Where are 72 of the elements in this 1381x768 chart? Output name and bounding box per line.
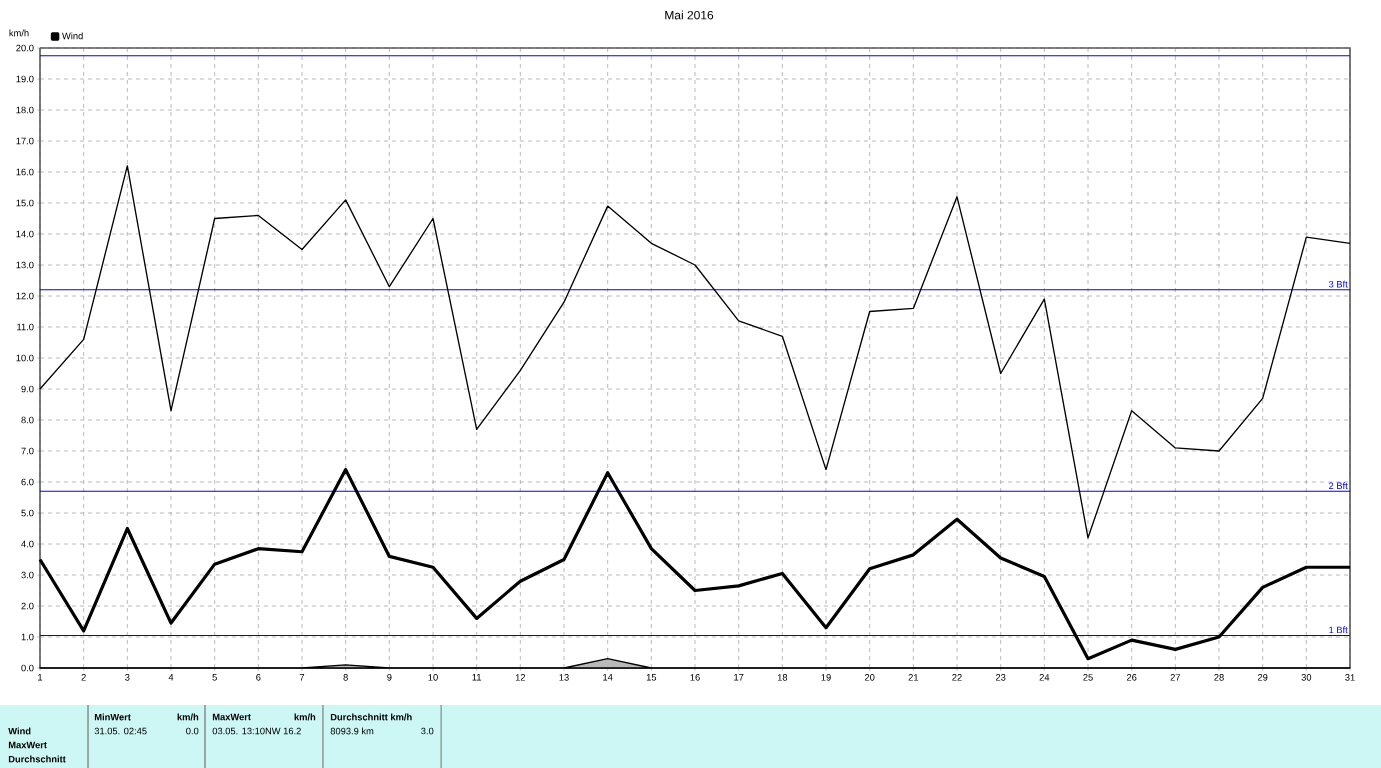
x-tick-label: 1	[38, 674, 43, 681]
x-tick-label: 14	[603, 674, 613, 681]
x-tick-label: 4	[168, 674, 174, 681]
y-tick-label: 13.0	[16, 261, 34, 269]
x-tick-label: 21	[908, 674, 919, 681]
text: 31.05. 02:45	[94, 727, 147, 735]
x-tick-label: 25	[1083, 674, 1093, 681]
text: MinWert	[94, 713, 131, 721]
text: Durchschnitt	[8, 755, 66, 763]
x-tick-label: 19	[821, 674, 831, 681]
x-tick-label: 27	[1170, 674, 1181, 681]
x-tick-label: 2	[81, 674, 86, 681]
ref-line-label: 1 Bft	[1329, 626, 1348, 634]
text: MaxWert	[212, 713, 251, 721]
x-tick-label: 28	[1214, 674, 1224, 681]
x-tick-label: 5	[212, 674, 217, 681]
y-tick-label: 10.0	[16, 354, 34, 362]
x-tick-label: 11	[472, 674, 482, 681]
x-tick-label: 6	[256, 674, 261, 681]
y-tick-label: 16.0	[16, 168, 34, 176]
y-tick-label: 0.0	[21, 664, 34, 672]
x-tick-label: 20	[864, 674, 875, 681]
y-axis-title: km/h	[9, 29, 29, 37]
x-tick-label: 10	[428, 674, 438, 681]
line-series	[38, 468, 1352, 661]
y-tick-label: 11.0	[17, 323, 34, 331]
x-tick-label: 13	[559, 674, 569, 681]
y-tick-label: 12.0	[16, 292, 34, 300]
y-tick-label: 3.0	[21, 571, 34, 579]
ref-line-label: 2 Bft	[1329, 482, 1348, 490]
x-tick-label: 7	[299, 674, 305, 681]
text: 3.0	[421, 727, 434, 735]
y-tick-label: 6.0	[21, 478, 34, 486]
text: 0.0	[186, 727, 199, 735]
y-tick-label: 20.0	[16, 44, 34, 52]
y-tick-label: 15.0	[16, 199, 34, 207]
y-tick-label: 8.0	[21, 416, 34, 424]
y-tick-label: 9.0	[21, 385, 34, 393]
x-tick-label: 29	[1257, 674, 1268, 681]
text: Durchschnitt km/h	[330, 713, 412, 721]
y-tick-label: 7.0	[21, 447, 34, 455]
ref-line-label: 3 Bft	[1328, 280, 1348, 288]
text: 8093.9 km	[330, 727, 374, 735]
text: Wind	[8, 727, 31, 735]
legend-label: Wind	[62, 32, 83, 40]
x-tick-label: 24	[1039, 674, 1050, 681]
x-tick-label: 18	[777, 674, 788, 681]
x-tick-label: 12	[515, 674, 526, 681]
y-tick-label: 1.0	[21, 633, 34, 641]
y-tick-label: 18.0	[16, 106, 34, 114]
chart-title: Mai 2016	[665, 10, 714, 20]
x-tick-label: 3	[125, 674, 130, 681]
y-tick-label: 14.0	[16, 230, 34, 238]
x-tick-label: 17	[734, 674, 744, 681]
x-tick-label: 9	[387, 674, 392, 681]
y-tick-label: 2.0	[21, 602, 34, 610]
text: km/h	[294, 713, 316, 721]
x-tick-label: 15	[646, 674, 657, 681]
x-tick-label: 22	[952, 674, 962, 681]
y-tick-label: 5.0	[21, 509, 34, 517]
x-tick-label: 23	[995, 674, 1006, 681]
x-tick-label: 26	[1126, 674, 1137, 681]
x-tick-label: 31	[1345, 674, 1355, 681]
text: 03.05. 13:10NW 16.2	[212, 727, 301, 735]
y-tick-label: 4.0	[21, 540, 34, 548]
x-tick-label: 8	[343, 674, 348, 681]
x-tick-label: 16	[690, 674, 700, 681]
y-tick-label: 17.0	[16, 137, 34, 145]
text: km/h	[177, 713, 199, 721]
text: MaxWert	[8, 741, 47, 749]
x-tick-label: 30	[1301, 674, 1312, 681]
y-tick-label: 19.0	[16, 75, 34, 83]
